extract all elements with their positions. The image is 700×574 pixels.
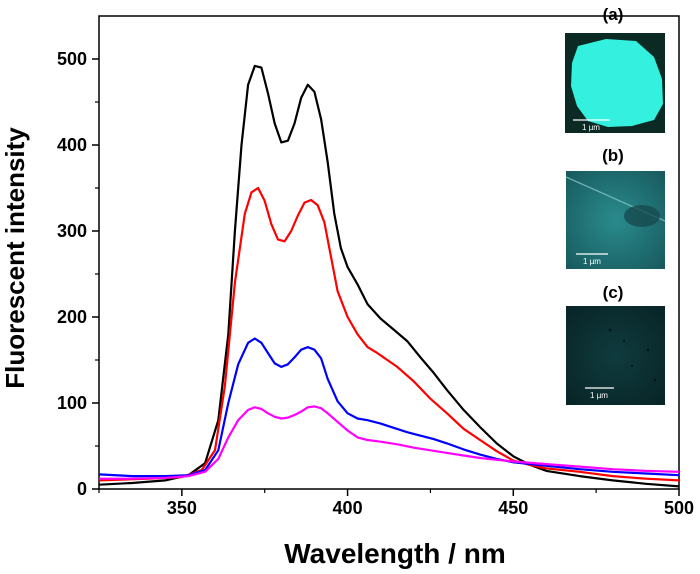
x-axis-title: Wavelength / nm	[284, 538, 505, 569]
inset-b-shadow	[624, 205, 660, 227]
x-tick-label: 400	[333, 498, 363, 518]
y-tick-label: 100	[57, 393, 87, 413]
inset-c-dot	[608, 328, 612, 332]
y-tick-label: 300	[57, 221, 87, 241]
inset-c-dot	[623, 340, 625, 342]
y-tick-label: 200	[57, 307, 87, 327]
series-line-2	[99, 186, 679, 482]
inset-a: (a) 1 µm	[565, 5, 665, 133]
y-tick-label: 0	[77, 479, 87, 499]
x-tick-label: 450	[498, 498, 528, 518]
inset-b-scale-label: 1 µm	[583, 257, 601, 266]
x-tick-label: 350	[167, 498, 197, 518]
inset-c: (c) 1 µm	[566, 283, 665, 405]
plot-frame	[98, 15, 680, 490]
inset-c-image	[566, 306, 665, 405]
y-axis-title: Fluorescent intensity	[0, 127, 30, 389]
inset-a-scale-label: 1 µm	[582, 123, 600, 132]
inset-c-label: (c)	[603, 283, 624, 302]
inset-a-flake	[571, 39, 663, 127]
inset-b: (b) 1 µm	[565, 146, 666, 269]
inset-a-label: (a)	[603, 5, 624, 24]
inset-c-dot	[631, 365, 633, 367]
x-tick-label: 500	[664, 498, 694, 518]
series-line-3	[99, 337, 679, 478]
series-layer	[99, 64, 679, 488]
series-line-4	[99, 405, 679, 480]
inset-c-scale-label: 1 µm	[590, 391, 608, 400]
inset-b-label: (b)	[602, 146, 624, 165]
y-tick-label: 500	[57, 49, 87, 69]
inset-c-dot	[653, 378, 657, 382]
series-line-1	[99, 64, 679, 488]
inset-c-dot	[646, 348, 650, 352]
y-tick-label: 400	[57, 135, 87, 155]
axis-ticks: 350 400 450 500 0 100 200 300 400 500	[57, 49, 694, 518]
